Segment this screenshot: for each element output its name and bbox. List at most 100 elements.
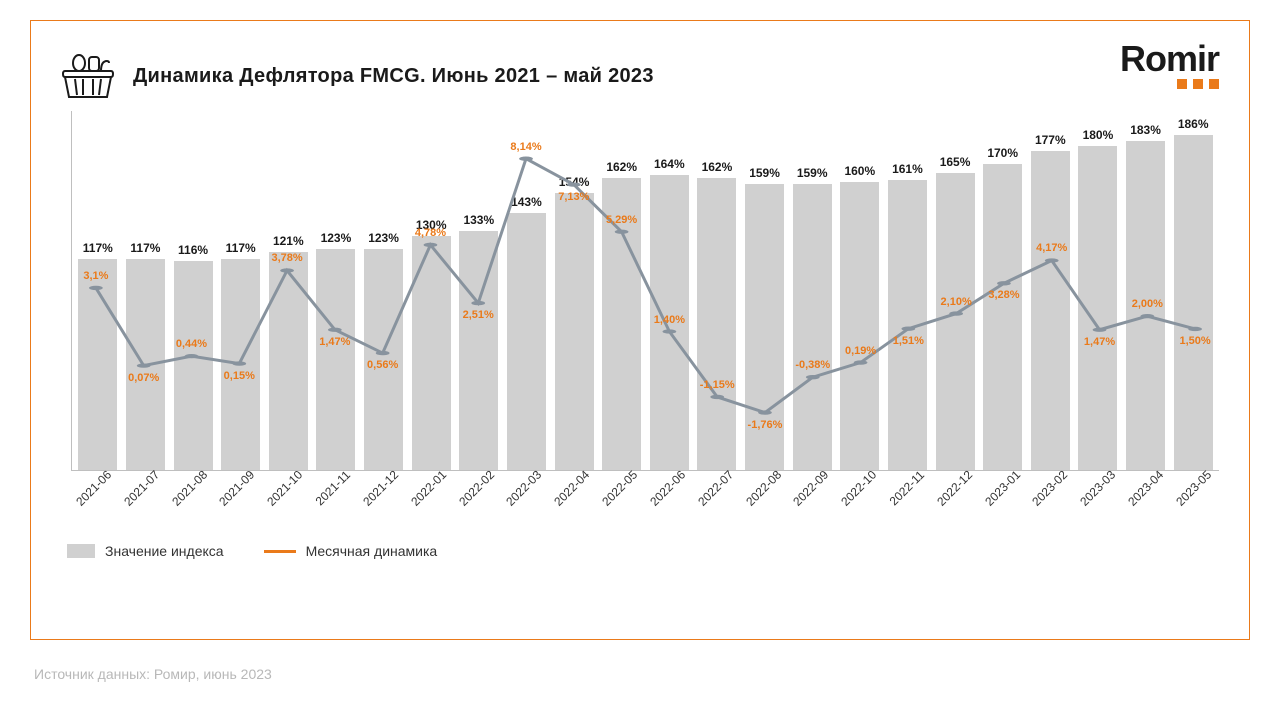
bar-slot: 165% — [931, 155, 979, 470]
legend-swatch-line — [264, 550, 296, 553]
bar-slot: 161% — [884, 162, 932, 470]
bar-slot: 170% — [979, 146, 1027, 470]
bar-slot: 159% — [741, 166, 789, 470]
bar — [364, 249, 403, 470]
chart-area: 117%117%116%117%121%123%123%130%133%143%… — [61, 111, 1219, 531]
bar-slot: 162% — [598, 160, 646, 470]
bar — [650, 175, 689, 470]
bar-value-label: 177% — [1035, 133, 1066, 147]
bar-slot: 186% — [1169, 117, 1217, 470]
bar — [840, 182, 879, 470]
x-tick-label: 2021-12 — [360, 468, 401, 509]
legend-label-bar: Значение индекса — [105, 543, 224, 559]
bar-value-label: 133% — [463, 213, 494, 227]
bar-value-label: 154% — [559, 175, 590, 189]
x-tick: 2023-03 — [1075, 471, 1123, 531]
bar-slot: 183% — [1122, 123, 1170, 470]
bar-slot: 123% — [312, 231, 360, 470]
bar-slot: 130% — [407, 218, 455, 470]
bar — [1031, 151, 1070, 470]
x-tick: 2022-12 — [932, 471, 980, 531]
x-tick: 2022-02 — [454, 471, 502, 531]
x-tick: 2022-08 — [741, 471, 789, 531]
x-tick-label: 2022-01 — [408, 468, 449, 509]
bar-slot: 117% — [122, 241, 170, 470]
bar-slot: 177% — [1027, 133, 1075, 470]
x-tick: 2021-08 — [167, 471, 215, 531]
bar — [602, 178, 641, 470]
bar-value-label: 164% — [654, 157, 685, 171]
chart-frame: Romir Динамика Дефлятора FMCG. Июнь 2021… — [30, 20, 1250, 640]
x-tick-label: 2022-08 — [743, 468, 784, 509]
brand-logo-dots — [1120, 79, 1219, 89]
chart-title: Динамика Дефлятора FMCG. Июнь 2021 – май… — [133, 65, 654, 88]
bar-slot: 117% — [74, 241, 122, 470]
x-tick-label: 2021-07 — [121, 468, 162, 509]
x-tick-label: 2023-03 — [1077, 468, 1118, 509]
x-tick-label: 2022-04 — [551, 468, 592, 509]
x-axis: 2021-062021-072021-082021-092021-102021-… — [71, 471, 1219, 531]
bar — [793, 184, 832, 470]
bar-slot: 116% — [169, 243, 217, 470]
bar — [126, 259, 165, 470]
bar-value-label: 159% — [797, 166, 828, 180]
bar-value-label: 159% — [749, 166, 780, 180]
x-tick-label: 2022-09 — [791, 468, 832, 509]
bar — [888, 180, 927, 470]
x-tick-label: 2021-11 — [313, 468, 353, 508]
bar-value-label: 160% — [844, 164, 875, 178]
x-tick: 2022-09 — [788, 471, 836, 531]
x-tick: 2021-12 — [358, 471, 406, 531]
bar-value-label: 165% — [940, 155, 971, 169]
bar-slot: 154% — [550, 175, 598, 470]
bar — [983, 164, 1022, 470]
x-tick-label: 2022-03 — [504, 468, 545, 509]
bar-value-label: 117% — [83, 241, 113, 255]
basket-icon — [61, 51, 115, 101]
x-tick: 2022-04 — [549, 471, 597, 531]
x-tick: 2023-04 — [1123, 471, 1171, 531]
bar — [412, 236, 451, 470]
bar — [555, 193, 594, 470]
x-tick: 2021-10 — [262, 471, 310, 531]
bar — [1126, 141, 1165, 470]
x-tick: 2021-06 — [71, 471, 119, 531]
bar-slot: 160% — [836, 164, 884, 470]
x-tick-label: 2023-02 — [1030, 468, 1071, 509]
plot-region: 117%117%116%117%121%123%123%130%133%143%… — [71, 111, 1219, 471]
x-tick-label: 2023-01 — [982, 468, 1023, 509]
x-tick: 2022-03 — [501, 471, 549, 531]
bar — [174, 261, 213, 470]
bar — [1174, 135, 1213, 470]
x-tick-label: 2022-12 — [934, 468, 975, 509]
x-tick-label: 2021-10 — [264, 468, 305, 509]
x-tick: 2023-01 — [980, 471, 1028, 531]
x-tick: 2021-09 — [214, 471, 262, 531]
bar-value-label: 183% — [1130, 123, 1161, 137]
bar-value-label: 180% — [1083, 128, 1114, 142]
x-tick-label: 2022-07 — [695, 468, 736, 509]
bar-value-label: 143% — [511, 195, 542, 209]
bar — [221, 259, 260, 470]
x-tick-label: 2021-06 — [73, 468, 114, 509]
x-tick-label: 2022-05 — [599, 468, 640, 509]
x-tick-label: 2023-05 — [1173, 468, 1214, 509]
x-tick: 2022-06 — [645, 471, 693, 531]
legend-item-bar: Значение индекса — [67, 543, 224, 559]
x-tick-label: 2022-06 — [647, 468, 688, 509]
bar-slot: 164% — [646, 157, 694, 470]
bar-slot: 180% — [1074, 128, 1122, 470]
bar — [697, 178, 736, 470]
brand-logo: Romir — [1120, 43, 1219, 89]
x-tick: 2021-11 — [310, 471, 358, 531]
brand-logo-text: Romir — [1120, 43, 1219, 75]
bar-value-label: 116% — [178, 243, 208, 257]
bar-value-label: 170% — [987, 146, 1018, 160]
bar-value-label: 162% — [606, 160, 637, 174]
bar — [745, 184, 784, 470]
bar-value-label: 130% — [416, 218, 447, 232]
bar-slot: 162% — [693, 160, 741, 470]
x-tick: 2023-02 — [1028, 471, 1076, 531]
bar-value-label: 117% — [226, 241, 256, 255]
bar-slot: 133% — [455, 213, 503, 470]
